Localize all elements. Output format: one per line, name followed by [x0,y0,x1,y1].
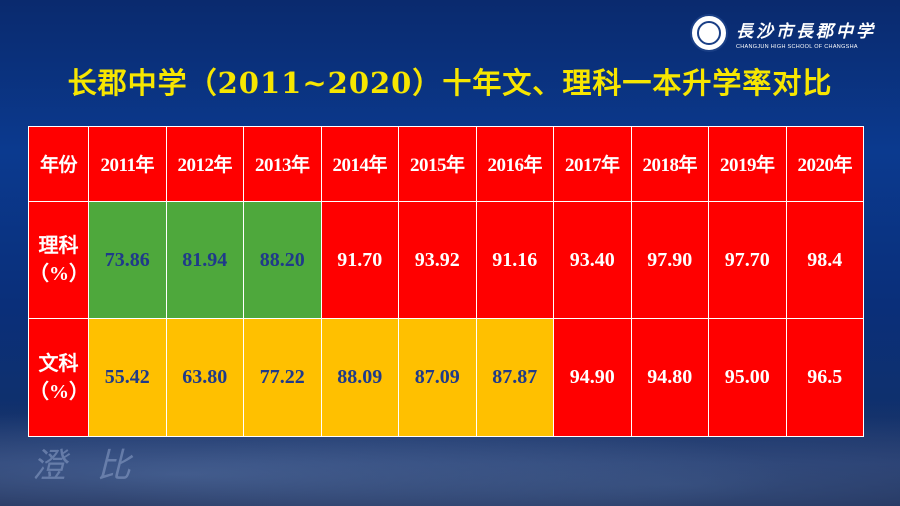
value-cell: 98.4 [785,200,864,320]
year-header: 2019年 [708,126,787,202]
value-cell: 97.90 [630,200,709,320]
value-cell: 77.22 [243,318,322,437]
background-calligraphy: 澄 比 [32,446,141,486]
year-header: 2012年 [165,126,244,202]
table-row-science: 理科 （%） 73.86 81.94 88.20 91.70 93.92 91.… [28,200,864,320]
value-cell: 87.87 [475,318,554,437]
row-label-liberal-arts: 文科 （%） [28,318,89,437]
value-cell: 93.92 [398,200,477,320]
row-label-unit: （%） [29,263,89,286]
year-header: 2013年 [243,126,322,202]
year-header: 2016年 [475,126,554,202]
value-cell: 93.40 [553,200,632,320]
value-cell: 94.90 [553,318,632,437]
value-cell: 96.5 [785,318,864,437]
school-seal-icon [690,14,728,52]
year-header: 2015年 [398,126,477,202]
school-name-en: CHANGJUN HIGH SCHOOL OF CHANGSHA [736,43,858,50]
admission-rate-table: 年份 2011年 2012年 2013年 2014年 2015年 2016年 2… [28,126,864,437]
value-cell: 95.00 [708,318,787,437]
value-cell: 91.16 [475,200,554,320]
value-cell: 97.70 [708,200,787,320]
value-cell: 81.94 [165,200,244,320]
corner-label: 年份 [28,126,89,202]
year-header: 2017年 [553,126,632,202]
value-cell: 63.80 [165,318,244,437]
value-cell: 91.70 [320,200,399,320]
school-name-cn: 長沙市長郡中学 [736,21,876,42]
slide-title: 长郡中学（2011~2020）十年文、理科一本升学率对比 [67,66,833,100]
value-cell: 73.86 [88,200,167,320]
year-header: 2020年 [785,126,864,202]
row-label-science: 理科 （%） [28,200,89,320]
value-cell: 87.09 [398,318,477,437]
value-cell: 88.20 [243,200,322,320]
year-header: 2014年 [320,126,399,202]
school-logo: 長沙市長郡中学 CHANGJUN HIGH SCHOOL OF CHANGSHA [690,14,876,52]
year-header: 2018年 [630,126,709,202]
value-cell: 88.09 [320,318,399,437]
table-header-row: 年份 2011年 2012年 2013年 2014年 2015年 2016年 2… [28,126,864,202]
value-cell: 94.80 [630,318,709,437]
row-label-text: 理科 [38,235,79,258]
row-label-unit: （%） [29,380,89,403]
row-label-text: 文科 [38,352,79,375]
table-row-liberal-arts: 文科 （%） 55.42 63.80 77.22 88.09 87.09 87.… [28,318,864,437]
year-header: 2011年 [88,126,167,202]
value-cell: 55.42 [88,318,167,437]
